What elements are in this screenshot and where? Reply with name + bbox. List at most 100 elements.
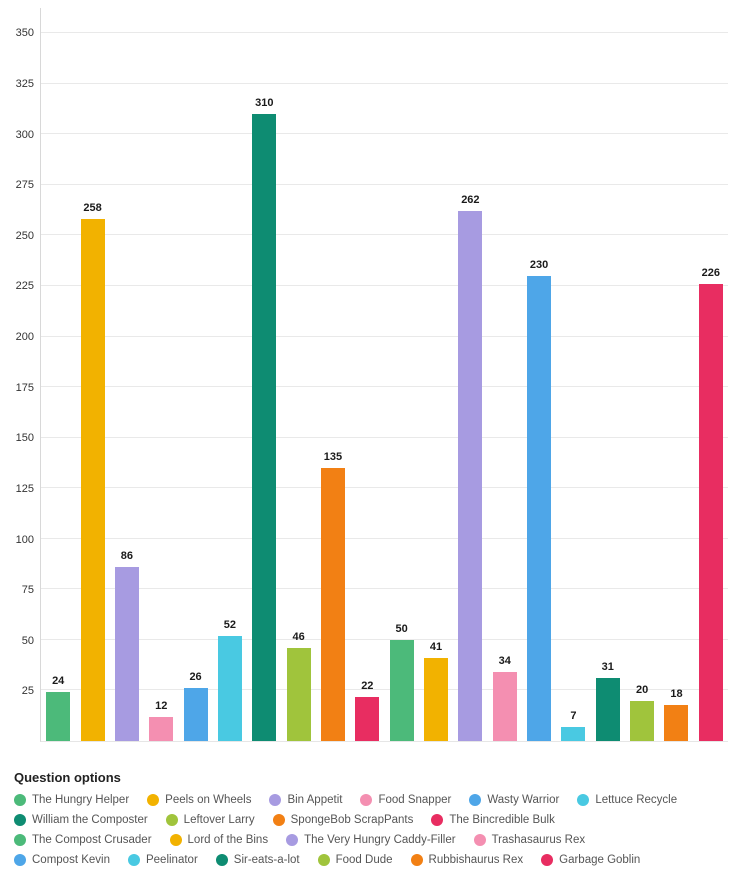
gridline xyxy=(41,436,728,438)
legend-swatch-icon xyxy=(469,794,482,806)
bar-1 xyxy=(80,219,105,741)
legend-item-label: SpongeBob ScrapPants xyxy=(290,814,414,826)
bar-value-label: 18 xyxy=(670,687,683,700)
gridline xyxy=(41,386,728,388)
bar-2 xyxy=(114,567,139,741)
gridline xyxy=(41,285,728,287)
legend-item: Food Snapper xyxy=(360,793,451,807)
gridline xyxy=(41,588,728,590)
y-tick-label: 75 xyxy=(21,584,34,597)
y-tick-label: 275 xyxy=(15,179,34,192)
legend-row: The Compost Crusader Lord of the Bins The … xyxy=(14,833,720,847)
legend-item-label: Lettuce Recycle xyxy=(595,794,678,806)
legend-item: William the Composter xyxy=(14,813,148,827)
legend-item-label: Trashasaurus Rex xyxy=(491,834,586,846)
legend-swatch-icon xyxy=(473,834,486,846)
legend-row: William the Composter Leftover Larry Spong… xyxy=(14,813,720,827)
legend-item: Rubbishaurus Rex xyxy=(410,853,524,867)
y-tick-label: 150 xyxy=(15,432,34,445)
gridline xyxy=(41,32,728,34)
bar-8 xyxy=(320,468,345,741)
bar-13 xyxy=(492,672,517,741)
gridline xyxy=(41,487,728,489)
bar-value-label: 230 xyxy=(529,258,549,271)
legend-item: Garbage Goblin xyxy=(541,853,640,867)
gridline xyxy=(41,133,728,135)
y-tick-label: 350 xyxy=(15,27,34,40)
legend-item: SpongeBob ScrapPants xyxy=(272,813,414,827)
legend-swatch-icon xyxy=(14,834,26,846)
bar-16 xyxy=(595,678,620,741)
bar-15 xyxy=(561,726,586,741)
legend-swatch-icon xyxy=(286,834,299,846)
legend-title: Question options xyxy=(14,770,121,785)
bar-0 xyxy=(46,692,71,741)
legend-item-label: Sir-eats-a-lot xyxy=(233,854,300,866)
legend-item: Bin Appetit xyxy=(269,793,342,807)
legend: Question options The Hungry Helper Peels … xyxy=(0,758,730,867)
bar-10 xyxy=(389,639,414,741)
bar-value-label: 7 xyxy=(570,709,577,722)
legend-swatch-icon xyxy=(14,814,26,826)
legend-item-label: William the Composter xyxy=(32,814,148,826)
bar-12 xyxy=(458,211,483,741)
bar-5 xyxy=(217,635,242,741)
gridline xyxy=(41,537,728,539)
legend-swatch-icon xyxy=(410,854,423,866)
legend-item-label: Food Snapper xyxy=(378,794,452,806)
legend-swatch-icon xyxy=(215,854,228,866)
legend-item: Peelinator xyxy=(127,853,198,867)
y-tick-label: 250 xyxy=(15,229,34,242)
legend-swatch-icon xyxy=(577,794,590,806)
legend-item-label: Bin Appetit xyxy=(287,794,343,806)
legend-item: Lord of the Bins xyxy=(169,833,269,847)
y-tick-label: 325 xyxy=(15,77,34,90)
legend-item-label: Rubbishaurus Rex xyxy=(428,854,524,866)
y-tick-label: 100 xyxy=(15,533,34,546)
gridline xyxy=(41,638,728,640)
legend-item-label: Lord of the Bins xyxy=(187,834,269,846)
legend-item-label: The Bincredible Bulk xyxy=(449,814,555,826)
legend-row: The Hungry Helper Peels on Wheels Bin Appe… xyxy=(14,793,720,807)
y-tick-label: 225 xyxy=(15,280,34,293)
legend-swatch-icon xyxy=(269,794,282,806)
bar-value-label: 24 xyxy=(52,675,65,688)
bar-value-label: 50 xyxy=(395,622,408,635)
bar-value-label: 34 xyxy=(498,655,511,668)
legend-swatch-icon xyxy=(165,814,178,826)
y-tick-label: 175 xyxy=(15,381,34,394)
legend-swatch-icon xyxy=(317,854,330,866)
bar-value-label: 262 xyxy=(461,194,480,207)
legend-swatch-icon xyxy=(14,794,26,806)
legend-item: Food Dude xyxy=(317,853,393,867)
legend-item-label: Garbage Goblin xyxy=(559,854,641,866)
legend-swatch-icon xyxy=(360,794,373,806)
legend-swatch-icon xyxy=(14,854,26,866)
legend-item-label: Leftover Larry xyxy=(183,814,255,826)
gridline xyxy=(41,82,728,84)
legend-swatch-icon xyxy=(431,814,444,826)
bar-14 xyxy=(527,275,552,741)
y-tick-label: 25 xyxy=(21,685,34,698)
bar-9 xyxy=(355,696,380,741)
bar-19 xyxy=(698,284,723,741)
legend-row: Compost Kevin Peelinator Sir-eats-a-lot Foo… xyxy=(14,853,720,867)
y-axis: 25 50 75 100 125 150 175 200 225 250 275 300 325 350 xyxy=(0,8,34,742)
legend-item-label: Peelinator xyxy=(145,854,198,866)
bar-value-label: 31 xyxy=(601,661,614,674)
bar-value-label: 20 xyxy=(636,683,649,696)
legend-item-label: Peels on Wheels xyxy=(165,794,252,806)
bar-value-label: 258 xyxy=(83,202,102,215)
bar-17 xyxy=(630,700,655,741)
bar-value-label: 86 xyxy=(120,550,133,563)
bar-value-label: 46 xyxy=(292,631,305,643)
bar-18 xyxy=(664,704,689,741)
plot-area: 24 258 86 12 26 52 310 46 135 22 50 41 262 34 230 7 31 20… xyxy=(40,8,728,742)
legend-item: Sir-eats-a-lot xyxy=(215,853,300,867)
bar-value-label: 26 xyxy=(189,671,202,684)
y-tick-label: 125 xyxy=(15,482,34,495)
legend-swatch-icon xyxy=(541,854,554,866)
legend-item-label: Wasty Warrior xyxy=(487,794,560,806)
bar-value-label: 135 xyxy=(323,451,343,464)
legend-item: Peels on Wheels xyxy=(147,793,251,807)
